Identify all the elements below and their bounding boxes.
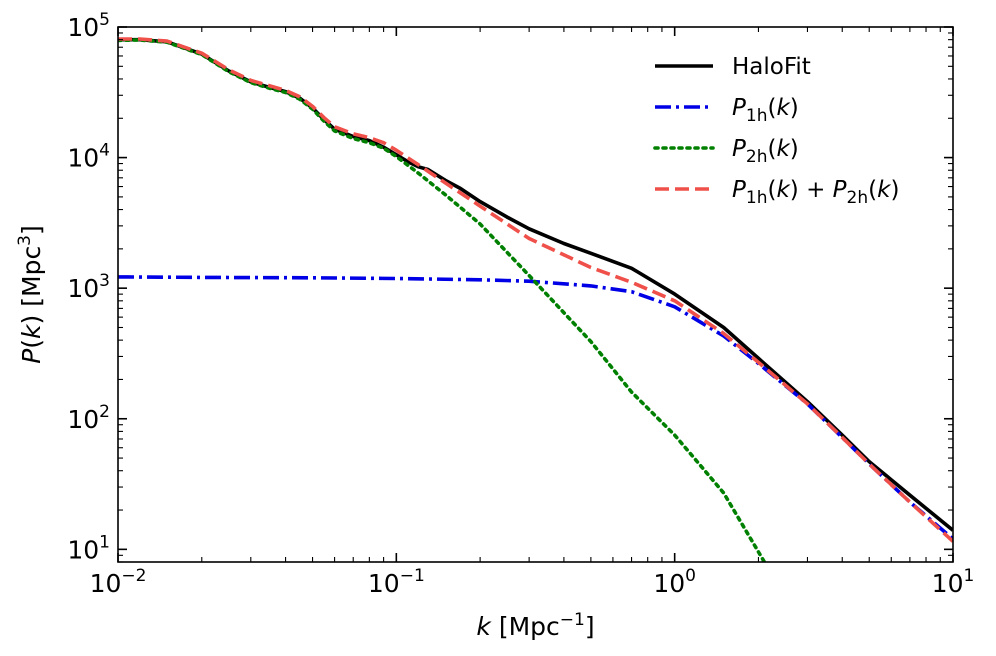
legend-label-p1h-k: P1h(k) <box>732 95 799 126</box>
y-tick-label: 101 <box>67 532 110 564</box>
x-tick-label: 10−1 <box>368 566 425 598</box>
y-tick-label: 105 <box>67 10 110 42</box>
legend-label-p2h-k: P2h(k) <box>732 136 799 167</box>
y-tick-label: 102 <box>67 402 110 434</box>
series-line-p2h-k <box>118 38 767 562</box>
y-tick-label: 104 <box>67 141 110 173</box>
legend: HaloFit P1h(k) P2h(k) P1h(k) + P2h(k) <box>653 54 899 208</box>
legend-label-p1h-k-p2h-k: P1h(k) + P2h(k) <box>732 177 899 208</box>
series-line-p1h-k-p2h-k <box>118 37 953 543</box>
series-line-halofit <box>118 37 953 532</box>
x-tick-label: 10−2 <box>90 566 147 598</box>
x-axis-label: k [Mpc−1] <box>476 610 594 641</box>
y-tick-label: 103 <box>67 271 110 303</box>
legend-label-halofit: HaloFit <box>732 54 811 80</box>
plot-frame <box>117 26 954 563</box>
x-tick-label: 100 <box>653 566 696 598</box>
series-line-p1h-k <box>118 275 953 541</box>
x-tick-label: 101 <box>932 566 975 598</box>
y-axis-label: P(k) [Mpc3] <box>15 225 46 364</box>
